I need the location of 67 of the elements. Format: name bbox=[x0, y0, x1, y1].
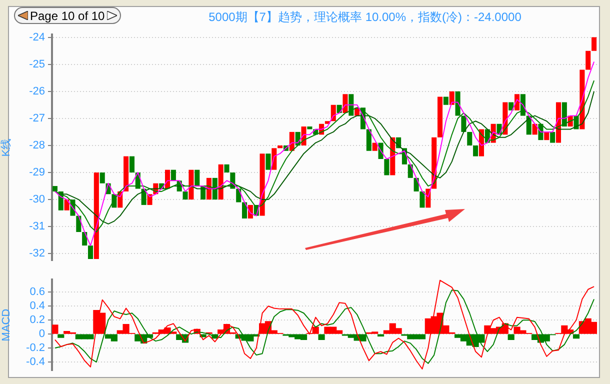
candlestick bbox=[212, 178, 218, 200]
chart-title: 5000期【7】趋势，理论概率 10.00%，指数(冷)：-24.0000 bbox=[208, 9, 522, 26]
candlestick bbox=[544, 132, 550, 140]
candlestick bbox=[88, 246, 94, 260]
candlestick bbox=[443, 96, 448, 105]
candlestick bbox=[170, 170, 176, 181]
bar bbox=[508, 334, 514, 340]
candlestick bbox=[342, 94, 348, 114]
candlestick bbox=[260, 154, 265, 216]
bar bbox=[58, 334, 64, 338]
y-tick-label: -28 bbox=[29, 140, 45, 152]
candlestick bbox=[236, 188, 242, 202]
candlestick bbox=[586, 50, 591, 70]
y-tick-label: -25 bbox=[29, 58, 45, 70]
y-tick-label: -31 bbox=[29, 220, 45, 233]
y-tick-label: -29 bbox=[29, 166, 45, 179]
candlestick bbox=[384, 158, 390, 176]
candlestick bbox=[266, 154, 271, 170]
candlestick bbox=[188, 170, 194, 200]
candlestick bbox=[467, 132, 472, 146]
candlestick bbox=[218, 164, 224, 200]
candlestick bbox=[372, 142, 378, 151]
y-axis-title: MACD bbox=[0, 308, 13, 342]
candlestick bbox=[94, 172, 99, 260]
bar bbox=[318, 334, 325, 340]
candlestick bbox=[242, 202, 248, 218]
y-tick-label: -30 bbox=[29, 194, 45, 206]
candlestick bbox=[194, 170, 200, 186]
candlestick bbox=[508, 102, 514, 110]
bar bbox=[572, 334, 580, 339]
candlestick bbox=[420, 191, 425, 208]
candlestick bbox=[76, 216, 82, 232]
y-tick-label: -0.2 bbox=[26, 342, 45, 354]
candlestick bbox=[366, 129, 372, 151]
candlestick bbox=[592, 37, 597, 51]
y-tick-label: 0 bbox=[38, 328, 45, 340]
y-tick-label: -0.4 bbox=[26, 356, 45, 368]
candlestick bbox=[473, 145, 478, 156]
y-tick-label: 0.2 bbox=[30, 314, 45, 326]
candlestick bbox=[556, 102, 562, 143]
candlestick bbox=[124, 156, 129, 192]
y-tick-label: 0.6 bbox=[30, 286, 45, 298]
y-tick-label: -24 bbox=[29, 31, 45, 44]
candlestick bbox=[562, 102, 567, 127]
candlestick bbox=[224, 164, 230, 173]
candlestick bbox=[278, 145, 283, 148]
y-axis-title: K线 bbox=[0, 138, 13, 157]
candlestick bbox=[307, 126, 312, 130]
candlestick bbox=[100, 172, 105, 184]
bar bbox=[52, 324, 58, 334]
candlestick bbox=[550, 132, 556, 143]
text: Page 10 of 10 bbox=[30, 8, 105, 22]
y-tick-label: -32 bbox=[29, 248, 45, 260]
candlestick bbox=[182, 191, 188, 200]
candlestick bbox=[526, 116, 532, 135]
candlestick bbox=[64, 200, 70, 210]
candlestick bbox=[438, 96, 443, 138]
candlestick bbox=[129, 156, 134, 173]
candlestick bbox=[82, 232, 88, 246]
y-tick-label: -26 bbox=[29, 85, 45, 98]
y-tick-label: -27 bbox=[29, 112, 45, 124]
candlestick bbox=[449, 91, 454, 105]
candlestick bbox=[408, 164, 413, 178]
y-tick-label: 0.4 bbox=[30, 300, 45, 312]
candlestick bbox=[461, 116, 466, 132]
candlestick bbox=[455, 91, 460, 116]
candlestick bbox=[414, 178, 419, 192]
